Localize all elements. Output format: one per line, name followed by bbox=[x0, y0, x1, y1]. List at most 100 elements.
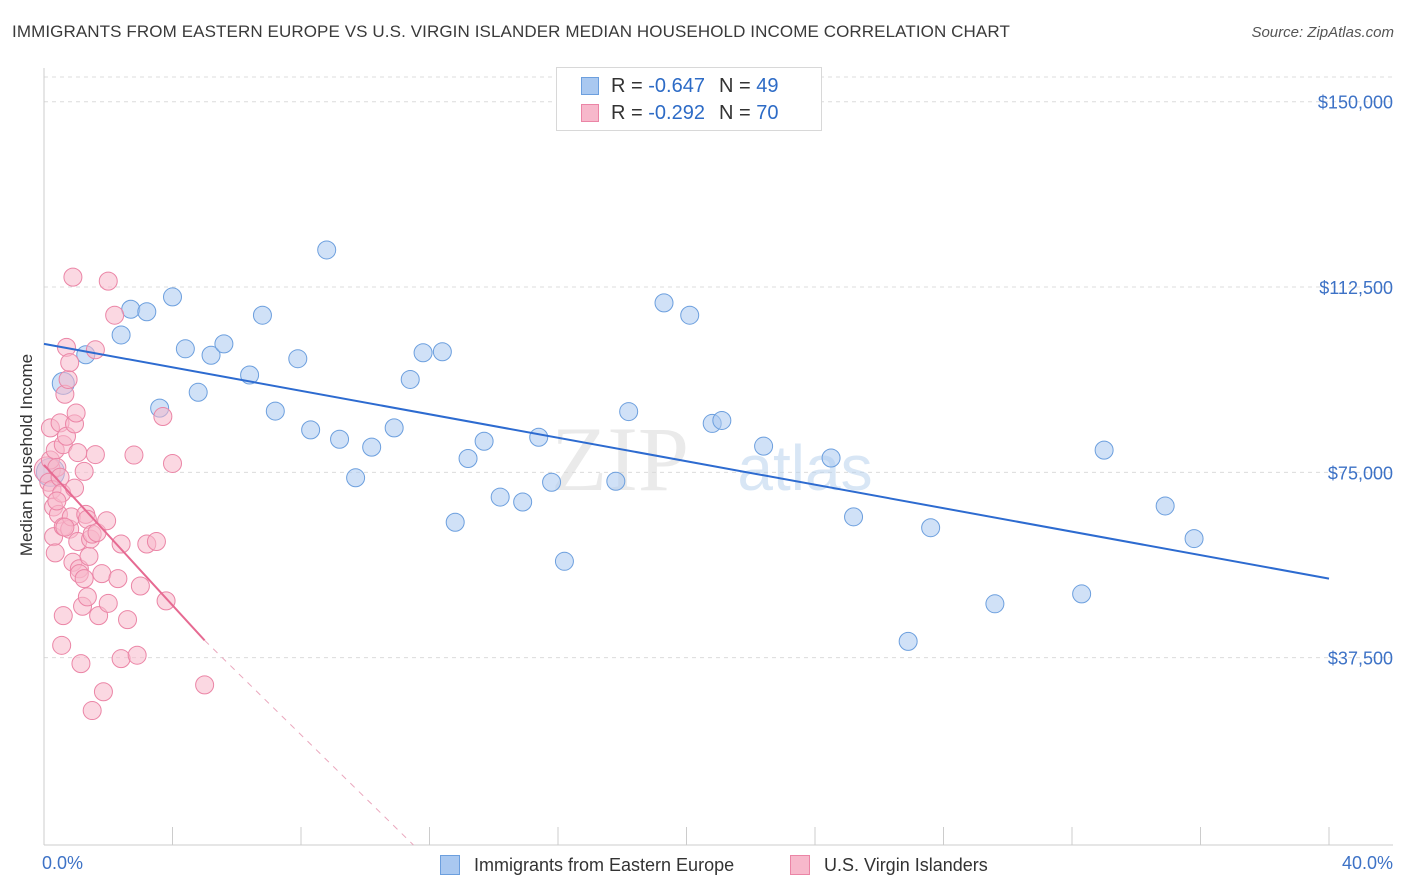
data-point-virgin-islanders bbox=[53, 606, 73, 626]
data-point-virgin-islanders bbox=[97, 511, 117, 531]
data-point-eastern-europe bbox=[680, 305, 700, 325]
data-point-virgin-islanders bbox=[47, 491, 67, 511]
y-tick-label: $150,000 bbox=[1318, 93, 1393, 113]
data-point-virgin-islanders bbox=[146, 532, 166, 552]
data-point-eastern-europe bbox=[490, 487, 510, 507]
data-point-virgin-islanders bbox=[68, 443, 88, 463]
data-point-eastern-europe bbox=[458, 449, 478, 469]
legend-label: Immigrants from Eastern Europe bbox=[474, 854, 735, 875]
legend-item-eastern-europe[interactable]: Immigrants from Eastern Europe bbox=[440, 852, 734, 878]
data-point-eastern-europe bbox=[111, 325, 131, 345]
data-point-eastern-europe bbox=[654, 293, 674, 313]
data-point-virgin-islanders bbox=[66, 403, 86, 423]
data-point-virgin-islanders bbox=[58, 369, 78, 389]
x-tick-label-right: 40.0% bbox=[1342, 853, 1393, 873]
legend-swatch-pink bbox=[790, 855, 810, 875]
data-point-virgin-islanders bbox=[60, 353, 80, 373]
r-label: R = bbox=[611, 101, 643, 124]
data-point-virgin-islanders bbox=[45, 543, 65, 563]
data-point-virgin-islanders bbox=[98, 593, 118, 613]
data-point-virgin-islanders bbox=[111, 649, 131, 669]
data-point-eastern-europe bbox=[188, 382, 208, 402]
n-label: N = bbox=[718, 101, 751, 124]
data-point-virgin-islanders bbox=[153, 407, 173, 427]
legend-swatch-pink bbox=[581, 104, 599, 122]
data-point-eastern-europe bbox=[1155, 496, 1175, 516]
data-point-virgin-islanders bbox=[65, 478, 85, 498]
y-tick-label: $37,500 bbox=[1328, 649, 1393, 669]
data-point-virgin-islanders bbox=[105, 305, 125, 325]
x-tick-label-left: 0.0% bbox=[42, 853, 83, 873]
data-point-eastern-europe bbox=[542, 472, 562, 492]
axes bbox=[43, 68, 1393, 846]
n-label: N = bbox=[718, 74, 751, 97]
data-point-eastern-europe bbox=[384, 418, 404, 438]
data-point-virgin-islanders bbox=[74, 569, 94, 589]
trend-lines bbox=[43, 342, 1330, 846]
tick-labels: $150,000 $112,500 $75,000 $37,500 0.0% 40.0% bbox=[42, 93, 1393, 873]
data-point-eastern-europe bbox=[844, 507, 864, 527]
data-point-eastern-europe bbox=[985, 594, 1005, 614]
legend-item-virgin-islanders[interactable]: U.S. Virgin Islanders bbox=[790, 852, 988, 878]
data-point-eastern-europe bbox=[754, 436, 774, 456]
data-point-virgin-islanders bbox=[93, 682, 113, 702]
data-point-eastern-europe bbox=[432, 342, 452, 362]
data-point-eastern-europe bbox=[619, 402, 639, 422]
data-point-eastern-europe bbox=[712, 410, 732, 430]
data-point-virgin-islanders bbox=[98, 271, 118, 291]
data-point-eastern-europe bbox=[330, 429, 350, 449]
data-point-virgin-islanders bbox=[118, 610, 138, 630]
n-value: 49 bbox=[756, 74, 779, 97]
r-value: -0.292 bbox=[648, 101, 705, 124]
y-tick-label: $112,500 bbox=[1319, 278, 1393, 298]
data-point-virgin-islanders bbox=[85, 445, 105, 465]
stats-legend-row-eastern-europe: R = -0.647 N = 49 bbox=[581, 73, 778, 99]
data-point-eastern-europe bbox=[529, 427, 549, 447]
data-point-virgin-islanders bbox=[195, 675, 215, 695]
data-point-eastern-europe bbox=[400, 369, 420, 389]
data-point-eastern-europe bbox=[240, 365, 260, 385]
trend-line-eastern-europe bbox=[43, 342, 1330, 580]
data-points bbox=[33, 240, 1204, 721]
data-point-eastern-europe bbox=[201, 345, 221, 365]
data-point-eastern-europe bbox=[252, 305, 272, 325]
data-point-eastern-europe bbox=[413, 343, 433, 363]
legend-swatch-blue bbox=[440, 855, 460, 875]
data-point-virgin-islanders bbox=[156, 591, 176, 611]
data-point-virgin-islanders bbox=[108, 569, 128, 589]
data-point-eastern-europe bbox=[301, 420, 321, 440]
data-point-eastern-europe bbox=[163, 287, 182, 307]
r-value: -0.647 bbox=[648, 74, 705, 97]
data-point-eastern-europe bbox=[265, 401, 285, 421]
data-point-virgin-islanders bbox=[79, 546, 99, 566]
data-point-virgin-islanders bbox=[82, 701, 102, 721]
chart-title: IMMIGRANTS FROM EASTERN EUROPE VS U.S. V… bbox=[12, 22, 1010, 41]
chart-source: Source: ZipAtlas.com bbox=[1251, 24, 1394, 41]
data-point-virgin-islanders bbox=[71, 654, 91, 674]
legend-label: U.S. Virgin Islanders bbox=[824, 854, 988, 875]
data-point-virgin-islanders bbox=[127, 645, 147, 665]
data-point-virgin-islanders bbox=[92, 564, 112, 584]
data-point-virgin-islanders bbox=[111, 534, 131, 554]
data-point-eastern-europe bbox=[898, 631, 918, 651]
r-label: R = bbox=[611, 74, 643, 97]
data-point-virgin-islanders bbox=[77, 587, 97, 607]
data-point-eastern-europe bbox=[362, 437, 382, 457]
data-point-virgin-islanders bbox=[85, 340, 105, 360]
data-point-virgin-islanders bbox=[74, 461, 94, 481]
data-point-eastern-europe bbox=[1094, 440, 1114, 460]
data-point-eastern-europe bbox=[474, 431, 494, 451]
data-point-eastern-europe bbox=[175, 339, 195, 359]
data-point-virgin-islanders bbox=[63, 267, 83, 287]
data-point-eastern-europe bbox=[137, 302, 157, 322]
trend-line-virgin-islanders-extension bbox=[204, 640, 414, 846]
data-point-eastern-europe bbox=[606, 471, 626, 491]
data-point-eastern-europe bbox=[445, 512, 465, 532]
legend-swatch-blue bbox=[581, 77, 599, 95]
stats-legend-row-virgin-islanders: R = -0.292 N = 70 bbox=[581, 100, 778, 126]
data-point-eastern-europe bbox=[121, 299, 141, 319]
y-tick-label: $75,000 bbox=[1328, 463, 1393, 483]
data-point-eastern-europe bbox=[288, 349, 308, 369]
data-point-eastern-europe bbox=[921, 518, 941, 538]
